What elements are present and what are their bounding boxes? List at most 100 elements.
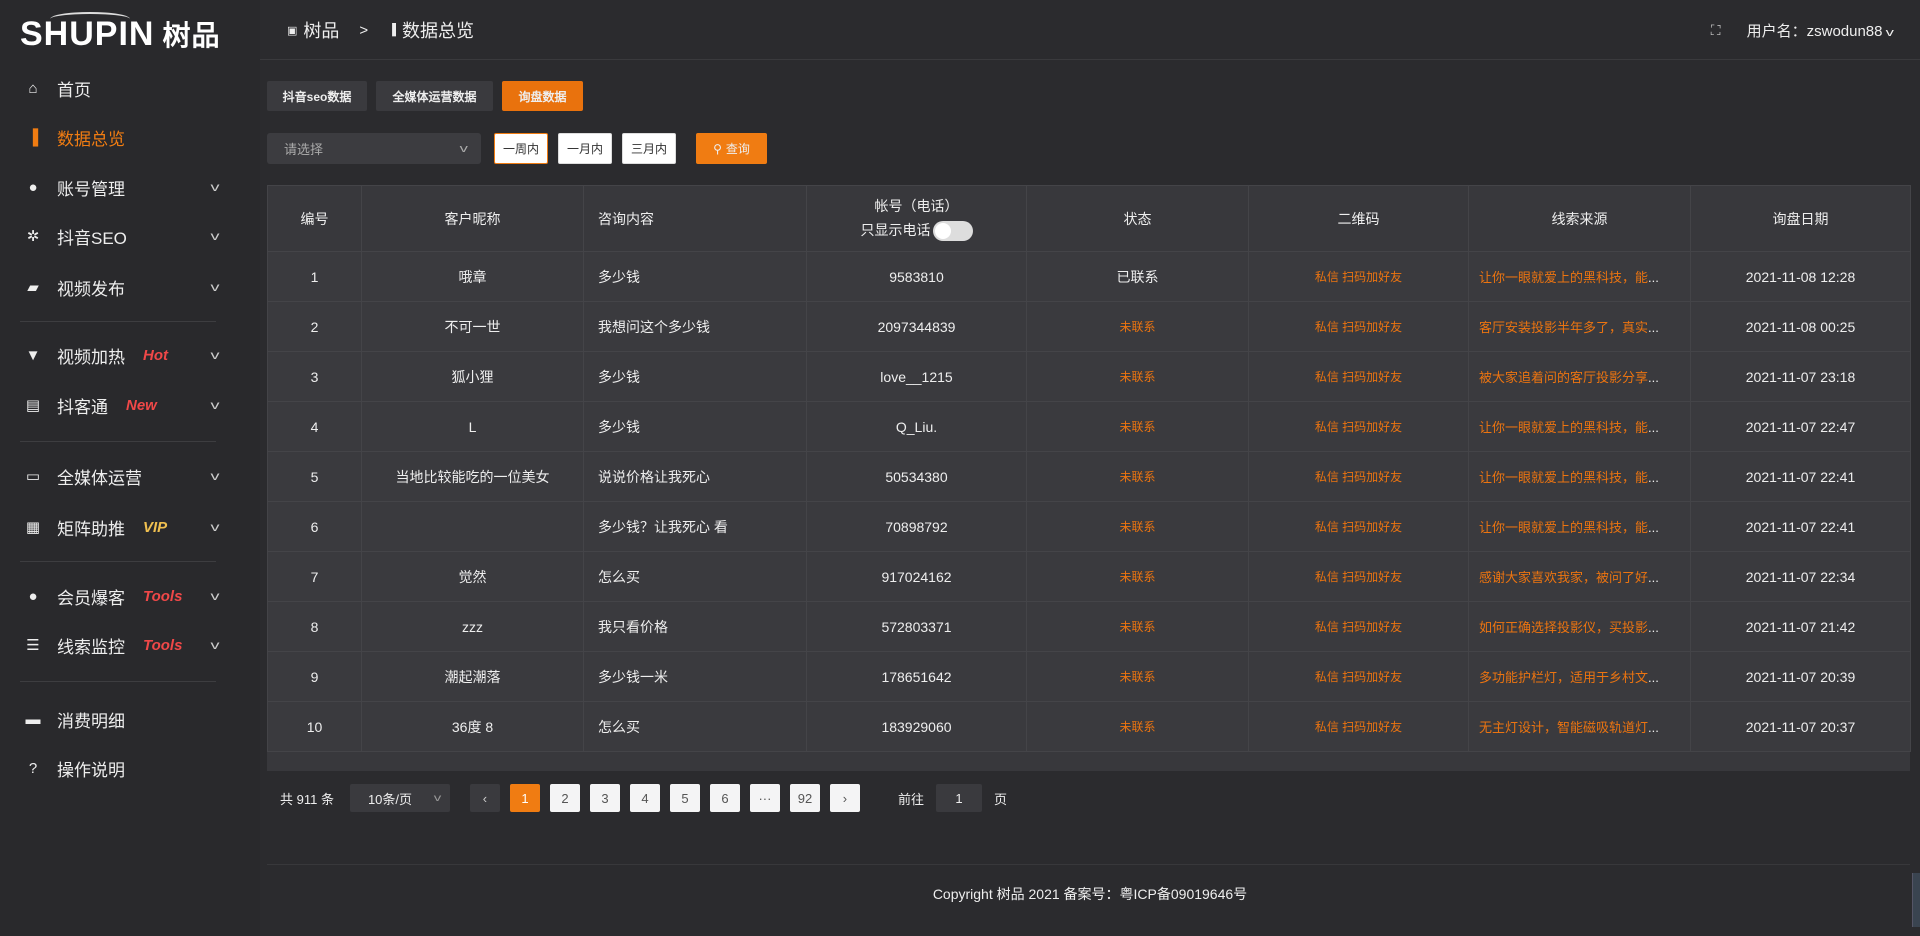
status-badge: 未联系 [1119,670,1156,684]
fullscreen-icon[interactable]: ⛶ [1710,22,1721,38]
range-month-button[interactable]: 一月内 [558,133,612,164]
sidebar-item-4[interactable]: ▰ 视频发布 v [0,267,260,307]
page-button[interactable]: 2 [549,784,580,812]
col-account: 帐号（电话） 只显示电话 [806,185,1027,252]
tab-douyin-seo[interactable]: 抖音seo数据 [267,81,367,111]
cell-account: 572803371 [806,601,1027,652]
goto-page-input[interactable]: 1 [935,784,982,812]
sidebar-item-label: 账号管理 [57,179,125,199]
phone-only-toggle[interactable] [932,221,973,242]
qrcode-link[interactable]: 私信 扫码加好友 [1314,570,1403,584]
page-button[interactable]: 3 [589,784,620,812]
sidebar-item-5[interactable]: ▼ 视频加热 Hot v [0,335,260,375]
chevron-down-icon[interactable]: v [210,348,220,362]
page-size-select[interactable]: 10条/页 v [349,784,450,812]
tab-inquiry[interactable]: 询盘数据 [502,81,583,111]
chevron-down-icon: v [433,792,442,804]
cell-id: 10 [267,701,362,752]
cell-source[interactable]: 客厅安装投影半年多了，真实... [1468,301,1691,352]
chevron-down-icon[interactable]: v [210,469,220,483]
side-widget[interactable] [1912,873,1920,927]
cell-source[interactable]: 让你一眼就爱上的黑科技，能... [1468,251,1691,302]
chevron-down-icon[interactable]: v [210,229,220,243]
tab-media-ops[interactable]: 全媒体运营数据 [376,81,493,111]
source-text: 如何正确选择投影仪，买投影 [1479,620,1649,635]
sidebar-item-6[interactable]: ▤ 抖客通 New v [0,385,260,425]
cell-source[interactable]: 让你一眼就爱上的黑科技，能... [1468,451,1691,502]
qrcode-link[interactable]: 私信 扫码加好友 [1314,720,1403,734]
table-row: 1 哦章 多少钱 9583810 已联系 私信 扫码加好友 让你一眼就爱上的黑科… [267,251,1911,302]
page-button[interactable]: 6 [709,784,740,812]
sidebar-item-10[interactable]: ☰ 线索监控 Tools v [0,625,260,665]
col-nickname: 客户昵称 [361,185,584,252]
qrcode-link[interactable]: 私信 扫码加好友 [1314,420,1403,434]
cell-date: 2021-11-07 21:42 [1690,601,1911,652]
cell-id: 5 [267,451,362,502]
sidebar-item-label: 视频发布 [57,279,125,299]
page-button[interactable]: 5 [669,784,700,812]
chevron-down-icon[interactable]: v [210,180,220,194]
sidebar-item-label: 操作说明 [57,760,125,780]
sidebar-badge: New [126,396,157,414]
table-row: 5 当地比较能吃的一位美女 说说价格让我死心 50534380 未联系 私信 扫… [267,451,1911,502]
cell-source[interactable]: 让你一眼就爱上的黑科技，能... [1468,401,1691,452]
next-page-button[interactable]: › [829,784,860,812]
sidebar-item-3[interactable]: ✲ 抖音SEO v [0,216,260,256]
qrcode-link[interactable]: 私信 扫码加好友 [1314,670,1403,684]
page-button[interactable]: ··· [749,784,780,812]
cell-status: 未联系 [1026,551,1249,602]
chevron-down-icon[interactable]: v [210,398,220,412]
cell-source[interactable]: 多功能护栏灯，适用于乡村文... [1468,651,1691,702]
qrcode-link[interactable]: 私信 扫码加好友 [1314,620,1403,634]
chevron-down-icon[interactable]: v [210,280,220,294]
page-button[interactable]: 4 [629,784,660,812]
query-label: 查询 [725,142,750,156]
cell-source[interactable]: 无主灯设计，智能磁吸轨道灯... [1468,701,1691,752]
cell-source[interactable]: 让你一眼就爱上的黑科技，能... [1468,501,1691,552]
cell-source[interactable]: 感谢大家喜欢我家，被问了好... [1468,551,1691,602]
cell-nickname: 潮起潮落 [361,651,584,702]
sidebar-item-8[interactable]: ▦ 矩阵助推 VIP v [0,507,260,547]
source-select[interactable]: 请选择 v [267,133,481,164]
query-button[interactable]: ⚲ 查询 [696,133,767,164]
sidebar-item-12[interactable]: ? 操作说明 [0,748,260,788]
range-week-button[interactable]: 一周内 [494,133,548,164]
sidebar-item-9[interactable]: ● 会员爆客 Tools v [0,576,260,616]
qrcode-link[interactable]: 私信 扫码加好友 [1314,270,1403,284]
cell-account: 9583810 [806,251,1027,302]
cell-source[interactable]: 被大家追着问的客厅投影分享... [1468,351,1691,402]
sidebar-item-11[interactable]: ▬ 消费明细 [0,699,260,739]
sidebar-item-label: 视频加热 [57,347,125,367]
qrcode-link[interactable]: 私信 扫码加好友 [1314,320,1403,334]
qrcode-link[interactable]: 私信 扫码加好友 [1314,520,1403,534]
cell-id: 6 [267,501,362,552]
qrcode-link[interactable]: 私信 扫码加好友 [1314,470,1403,484]
sidebar-item-2[interactable]: ● 账号管理 v [0,167,260,207]
cell-nickname: zzz [361,601,584,652]
sidebar-item-1[interactable]: ▐ 数据总览 [0,117,260,157]
sidebar-divider [20,681,216,682]
table-row: 9 潮起潮落 多少钱一米 178651642 未联系 私信 扫码加好友 多功能护… [267,651,1911,702]
chevron-down-icon[interactable]: v [210,589,220,603]
cell-source[interactable]: 如何正确选择投影仪，买投影... [1468,601,1691,652]
chevron-down-icon[interactable]: v [210,520,220,534]
page-button[interactable]: 1 [509,784,540,812]
source-text: 无主灯设计，智能磁吸轨道灯 [1479,720,1649,735]
cell-id: 3 [267,351,362,402]
sidebar-item-0[interactable]: ⌂ 首页 [0,68,260,108]
breadcrumb-separator: > [359,21,369,39]
user-menu[interactable]: 用户名：zswodun88 v [1747,20,1894,41]
cell-date: 2021-11-07 22:34 [1690,551,1911,602]
cell-content: 怎么买 [583,701,807,752]
goto-label: 前往 [897,791,924,807]
breadcrumb-root[interactable]: 树品 [303,21,340,41]
qrcode-link[interactable]: 私信 扫码加好友 [1314,370,1403,384]
chevron-down-icon[interactable]: v [210,638,220,652]
cell-status: 已联系 [1026,251,1249,302]
range-3month-button[interactable]: 三月内 [622,133,676,164]
page-button[interactable]: 92 [789,784,820,812]
cell-nickname: 36度 8 [361,701,584,752]
sidebar-item-7[interactable]: ▭ 全媒体运营 v [0,456,260,496]
prev-page-button[interactable]: ‹ [469,784,500,812]
sidebar-item-label: 矩阵助推 [57,519,125,539]
